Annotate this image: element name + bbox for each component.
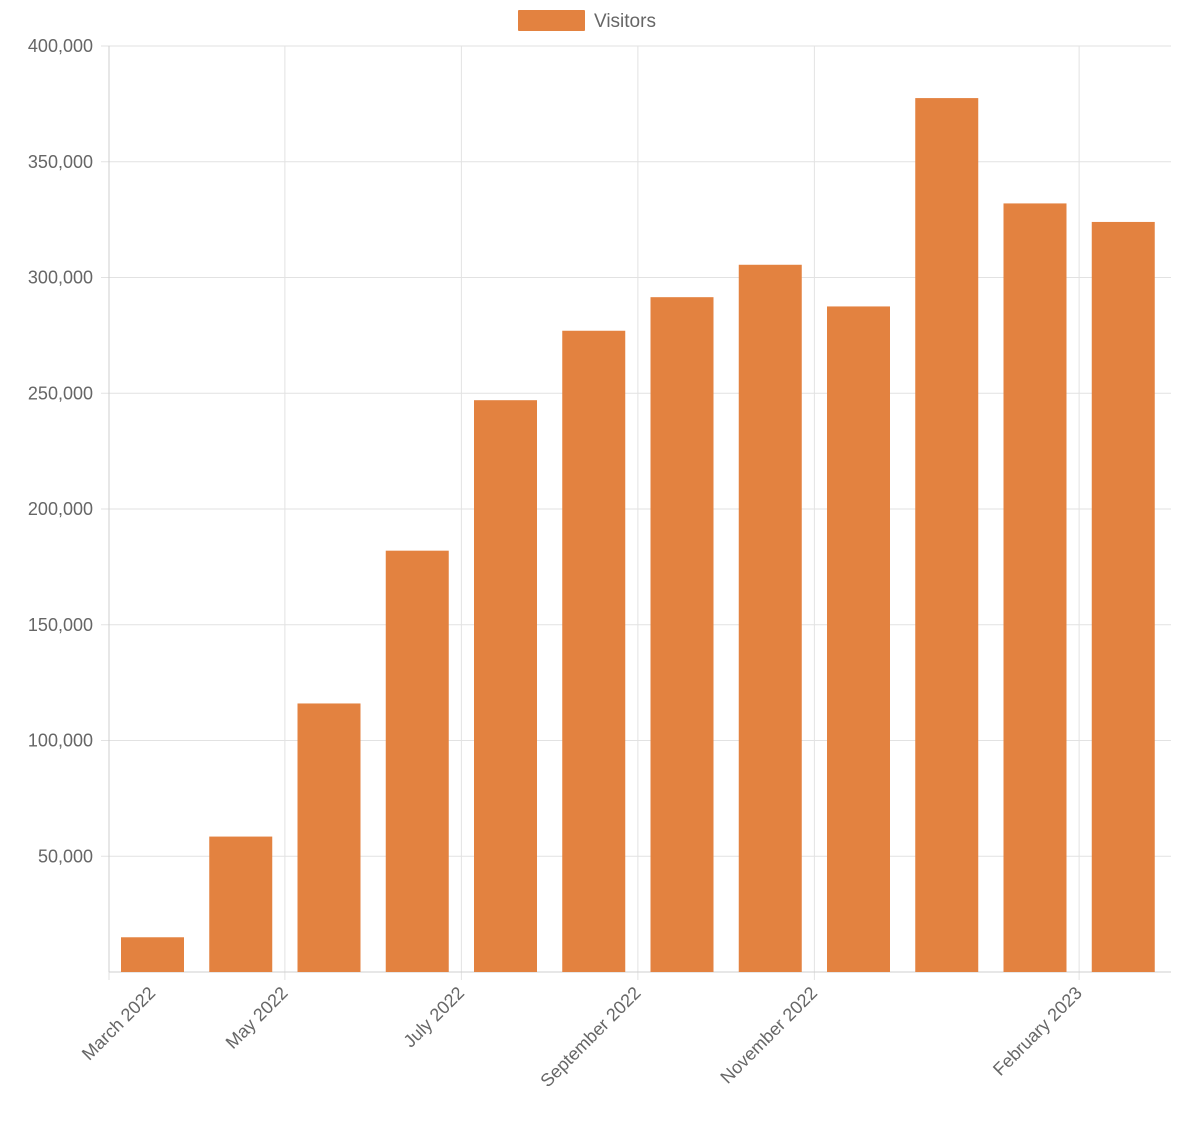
x-tick-label: May 2022 — [222, 983, 292, 1053]
y-tick-label: 150,000 — [28, 615, 93, 635]
x-tick-label: February 2023 — [989, 983, 1086, 1080]
bar-2022-09[interactable] — [650, 297, 714, 972]
y-tick-label: 400,000 — [28, 36, 93, 56]
bar-2022-04[interactable] — [209, 836, 273, 972]
bar-2022-11[interactable] — [827, 306, 890, 972]
bar-2022-12[interactable] — [915, 98, 979, 972]
grid-lines — [101, 45, 1171, 980]
legend-label: Visitors — [594, 11, 656, 32]
bar-2023-02[interactable] — [1091, 221, 1155, 972]
legend[interactable]: Visitors — [518, 10, 656, 32]
x-tick-label: July 2022 — [400, 983, 469, 1052]
y-tick-label: 250,000 — [28, 383, 93, 403]
bar-2022-07[interactable] — [474, 400, 537, 972]
bars — [121, 98, 1155, 973]
bar-2023-01[interactable] — [1003, 203, 1067, 973]
y-tick-label: 350,000 — [28, 152, 93, 172]
bar-2022-05[interactable] — [297, 703, 361, 972]
legend-swatch — [518, 10, 585, 31]
y-tick-label: 200,000 — [28, 499, 93, 519]
y-tick-label: 100,000 — [28, 731, 93, 751]
bar-2022-03[interactable] — [121, 937, 184, 972]
bar-2022-08[interactable] — [562, 330, 626, 972]
x-tick-label: September 2022 — [536, 983, 644, 1091]
y-tick-label: 50,000 — [38, 846, 93, 866]
x-tick-label: March 2022 — [78, 983, 159, 1064]
y-tick-label: 300,000 — [28, 268, 93, 288]
bar-2022-10[interactable] — [738, 264, 802, 973]
x-axis-labels: March 2022 May 2022 July 2022 September 202… — [78, 983, 1086, 1091]
x-tick-label: November 2022 — [716, 983, 821, 1088]
bar-2022-06[interactable] — [385, 550, 449, 972]
y-axis-labels: 50,000 100,000 150,000 200,000 250,000 300,00… — [28, 36, 93, 866]
